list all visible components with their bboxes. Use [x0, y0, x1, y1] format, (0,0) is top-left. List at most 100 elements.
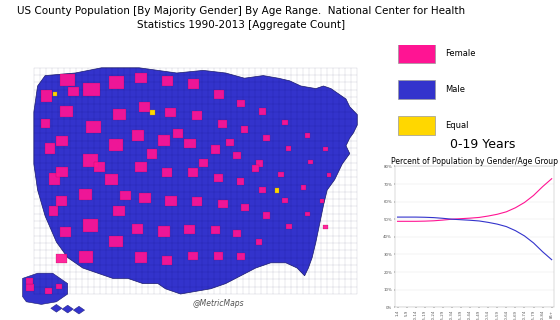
Bar	[263, 212, 270, 219]
Male	[421, 215, 428, 219]
Bar	[199, 158, 208, 167]
Female	[521, 201, 528, 204]
Bar	[241, 204, 249, 211]
Line: Female: Female	[398, 179, 552, 221]
Female	[485, 214, 492, 218]
Bar	[286, 224, 292, 229]
Bar	[162, 76, 173, 86]
Male	[458, 218, 464, 222]
Text: 0-19 Years: 0-19 Years	[450, 138, 516, 151]
Bar	[241, 126, 248, 133]
Bar	[139, 102, 151, 112]
Female	[548, 177, 555, 180]
Bar	[120, 191, 131, 200]
Bar	[237, 100, 245, 107]
Female	[449, 217, 455, 221]
Bar	[49, 173, 60, 185]
Bar	[162, 168, 172, 177]
Bar	[41, 118, 50, 128]
Female	[458, 217, 464, 220]
Male	[530, 241, 537, 245]
Bar	[136, 252, 147, 263]
Male	[431, 216, 437, 220]
Text: Male: Male	[446, 85, 465, 94]
Bar	[324, 225, 328, 229]
Bar	[158, 135, 170, 146]
Male	[412, 215, 419, 219]
Bar	[184, 225, 195, 234]
Male	[449, 217, 455, 221]
Bar	[60, 227, 72, 237]
Bar	[398, 80, 435, 99]
Bar	[309, 160, 313, 164]
Bar	[132, 224, 143, 234]
Bar	[109, 139, 123, 151]
Bar	[57, 167, 68, 177]
Bar	[188, 168, 198, 177]
Bar	[132, 130, 144, 140]
Bar	[233, 152, 241, 159]
Bar	[218, 120, 227, 128]
Bar	[192, 196, 202, 206]
Bar	[147, 149, 157, 159]
Male	[476, 219, 483, 223]
Bar	[305, 133, 310, 138]
Bar	[165, 196, 177, 206]
Polygon shape	[62, 305, 73, 313]
Text: Equal: Equal	[446, 121, 469, 130]
Bar	[45, 143, 54, 154]
Bar	[192, 111, 202, 120]
Bar	[136, 73, 147, 84]
Bar	[301, 185, 306, 190]
Bar	[162, 256, 172, 265]
Female	[394, 220, 401, 223]
Bar	[83, 83, 100, 96]
Bar	[214, 252, 223, 260]
Polygon shape	[73, 306, 85, 314]
Bar	[57, 196, 67, 206]
Bar	[57, 284, 62, 289]
Bar	[60, 74, 75, 86]
Bar	[278, 172, 284, 177]
Bar	[188, 79, 199, 89]
Male	[403, 215, 410, 219]
Bar	[113, 109, 126, 120]
Bar	[158, 227, 170, 237]
Bar	[68, 86, 79, 96]
Polygon shape	[51, 304, 62, 312]
Bar	[41, 90, 52, 102]
Male	[503, 225, 510, 228]
Line: Male: Male	[398, 217, 552, 260]
Bar	[233, 230, 241, 237]
Bar	[282, 120, 288, 125]
Bar	[57, 136, 68, 146]
Bar	[286, 146, 291, 151]
Bar	[105, 174, 119, 185]
Bar	[327, 173, 332, 177]
Bar	[237, 253, 245, 260]
Bar	[26, 284, 34, 292]
Bar	[252, 165, 259, 172]
Female	[440, 218, 446, 222]
Female	[412, 220, 419, 223]
Bar	[60, 106, 73, 117]
Bar	[173, 129, 183, 138]
Female	[421, 219, 428, 223]
Polygon shape	[22, 273, 68, 304]
Female	[466, 216, 473, 220]
Bar	[259, 187, 266, 193]
Bar	[214, 91, 224, 99]
Bar	[45, 287, 52, 294]
Bar	[165, 108, 176, 117]
Bar	[398, 116, 435, 135]
Bar	[79, 251, 94, 263]
Bar	[86, 121, 101, 133]
Bar	[136, 162, 147, 172]
Female	[530, 194, 537, 197]
Male	[494, 222, 501, 226]
Bar	[226, 139, 234, 146]
Female	[503, 210, 510, 214]
Male	[539, 250, 546, 254]
Text: US County Population [By Majority Gender] By Age Range.  National Center for Hea: US County Population [By Majority Gender…	[17, 6, 465, 29]
Bar	[113, 206, 125, 216]
